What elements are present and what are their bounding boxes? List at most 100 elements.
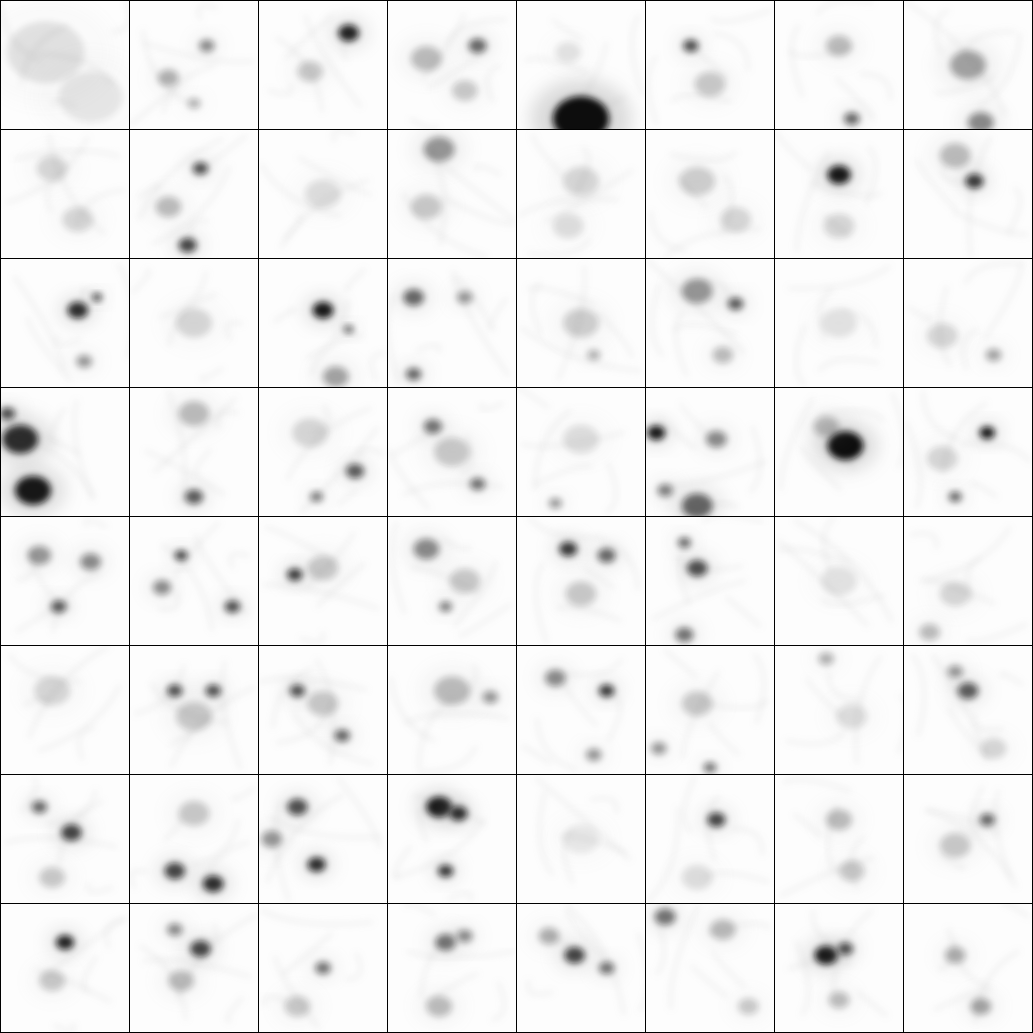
tile-texture-strand (690, 964, 728, 998)
tile-blob (947, 665, 963, 678)
tile-blob (307, 857, 326, 872)
tile-blob (7, 21, 85, 83)
tile-blob (720, 207, 751, 232)
tile-blob (703, 762, 717, 773)
tile-texture-strand (818, 358, 880, 372)
tile-texture-strand (934, 9, 950, 55)
tile-texture-strand (820, 594, 886, 605)
tile-texture-strand (117, 263, 129, 359)
tile-texture-strand (226, 321, 244, 341)
tile-blob (681, 865, 713, 890)
image-tile (130, 259, 258, 387)
tile-texture-strand (923, 526, 1011, 582)
tile-blob (185, 489, 203, 504)
tile-blob (405, 368, 422, 381)
tile-texture-strand (669, 904, 700, 1010)
tile-texture-strand (793, 519, 893, 623)
tile-texture-strand (527, 238, 591, 256)
tile-texture-strand (983, 260, 1023, 340)
tile-texture-strand (273, 308, 296, 323)
tile-texture-strand (973, 712, 1004, 732)
tile-texture-strand (859, 73, 891, 101)
tile-texture-strand (130, 869, 148, 889)
tile-texture-strand (710, 9, 772, 23)
image-tile (775, 775, 903, 903)
tile-texture-strand (370, 352, 386, 382)
tile-blob (657, 484, 673, 497)
tile-texture-strand (712, 950, 746, 988)
tile-blob (827, 165, 851, 185)
tile-blob (449, 568, 481, 594)
tile-texture-strand (1003, 904, 1030, 918)
tile-texture-strand (284, 14, 334, 60)
tile-blob (457, 929, 473, 943)
tile-texture-strand (964, 262, 1022, 285)
tile-blob (411, 46, 442, 71)
tile-texture-strand (531, 282, 542, 336)
tile-texture-strand (650, 210, 688, 252)
tile-blob (334, 729, 350, 742)
tile-texture-strand (268, 816, 382, 839)
tile-texture-strand (793, 813, 822, 838)
tile-texture-strand (835, 77, 875, 121)
tile-blob (297, 61, 324, 82)
image-tile (517, 388, 645, 516)
tile-texture-strand (266, 794, 344, 884)
tile-blob (176, 702, 212, 731)
tile-blob (284, 996, 311, 1017)
tile-texture-strand (345, 952, 362, 980)
tile-blob (167, 684, 183, 697)
tile-texture-strand (131, 269, 151, 294)
tile-blob (839, 860, 865, 882)
tile-texture-strand (646, 259, 745, 354)
tile-blob (597, 548, 616, 563)
tile-blob (844, 112, 860, 125)
tile-blob (683, 39, 699, 52)
tile-texture-strand (811, 182, 883, 197)
tile-blob (36, 156, 68, 181)
image-tile (259, 388, 387, 516)
tile-texture-strand (393, 818, 485, 878)
tile-texture-strand (909, 532, 938, 550)
tile-blob (939, 143, 971, 168)
tile-texture-strand (82, 955, 98, 993)
tile-texture-strand (713, 32, 749, 72)
tile-texture-strand (292, 711, 374, 765)
tile-texture-strand (520, 326, 642, 372)
tile-texture-strand (55, 334, 82, 345)
tile-texture-strand (87, 882, 114, 893)
tile-blob (980, 738, 1007, 759)
tile-texture-strand (390, 676, 436, 742)
tile-texture-strand (84, 519, 108, 528)
image-tile (517, 259, 645, 387)
tile-blob (826, 809, 852, 831)
tile-texture-strand (13, 150, 121, 160)
tile-texture-strand (647, 55, 658, 125)
tile-texture-strand (191, 818, 239, 866)
tile-texture-strand (13, 275, 65, 371)
tile-blob (985, 348, 1002, 362)
tile-texture-strand (137, 184, 160, 199)
tile-texture-strand (916, 158, 958, 212)
image-tile (775, 1, 903, 129)
tile-texture-strand (782, 778, 852, 792)
tile-blob (76, 355, 92, 368)
tile-blob (826, 35, 852, 57)
tile-blob (563, 824, 599, 854)
tile-blob (413, 538, 440, 560)
tile-texture-strand (21, 777, 38, 813)
tile-texture-strand (637, 932, 645, 1012)
tile-texture-strand (1007, 187, 1021, 235)
tile-texture-strand (151, 165, 231, 245)
tile-blob (587, 349, 601, 361)
tile-texture-strand (583, 567, 615, 588)
tile-texture-strand (452, 275, 510, 377)
image-tile (904, 775, 1032, 903)
image-tile (259, 130, 387, 258)
tile-blob (706, 431, 727, 448)
tile-texture-strand (451, 270, 491, 330)
image-tile (388, 259, 516, 387)
tile-texture-strand (491, 981, 505, 1021)
tile-blob (555, 41, 581, 63)
